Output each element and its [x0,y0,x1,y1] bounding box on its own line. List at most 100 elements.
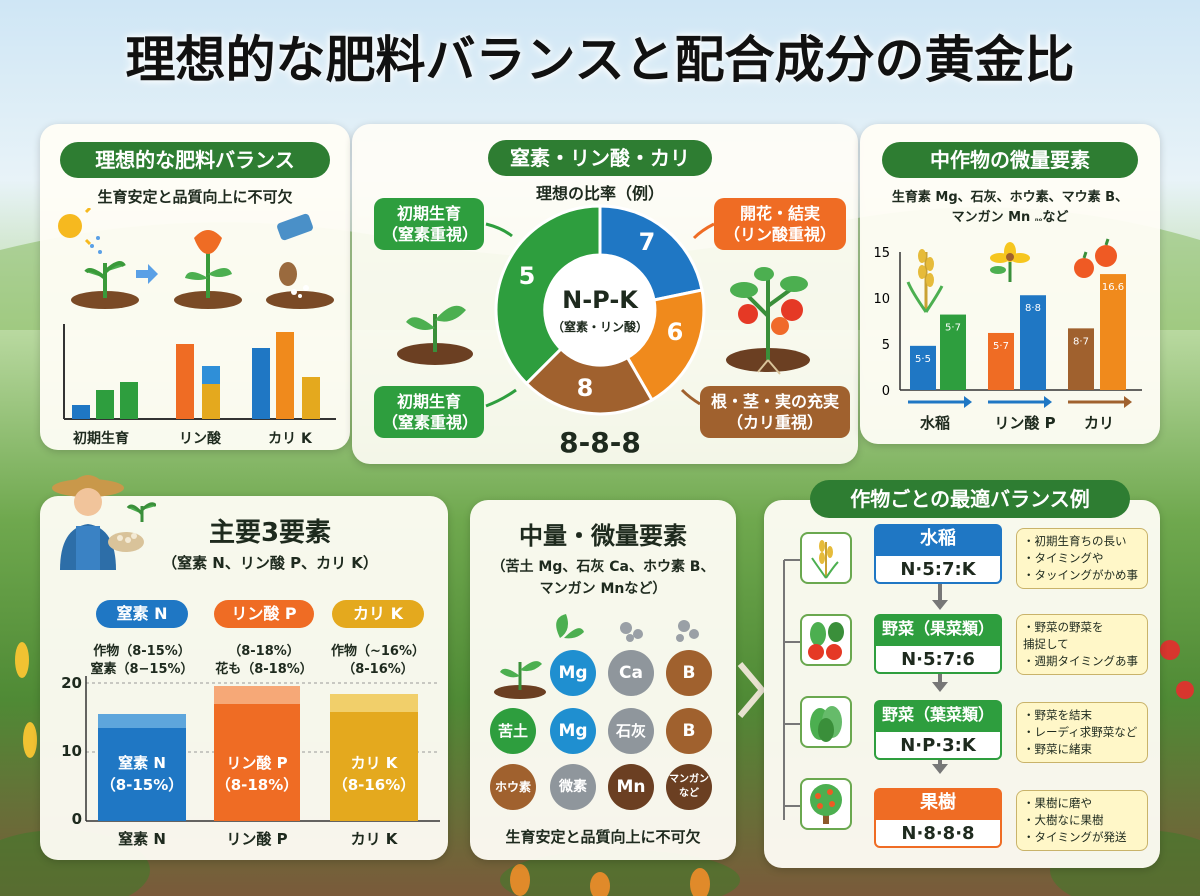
donut-value-k: 6 [666,318,684,346]
micro-xlabel-3: カリ [1083,414,1114,432]
callout-arrows [485,222,715,408]
flower-icon [990,242,1030,282]
main3-bar-chart [85,676,440,822]
micro-bar-label-5: 16.6 [1102,282,1124,293]
npk-ratio-label: 8-8-8 [559,426,641,459]
bar-k-1 [252,348,270,419]
ideal-bar-label-2: リン酸 [179,431,221,447]
page-title: 理想的な肥料バランスと配合成分の黄金比 [125,31,1075,89]
p-desc-1: （8-18%） [228,644,300,659]
npk-donut-chart [494,204,706,416]
chevron-right-icon [737,662,766,718]
bar-early-p [96,390,114,419]
elem-manganese: マンガン など [666,764,712,810]
bar-p [214,704,300,821]
sun-icon [58,208,92,246]
elem-mg-2: Mg [550,708,596,754]
bar-k-cap [330,694,418,712]
micro-bar-1 [940,314,966,390]
donut-slice-n [494,204,602,386]
ideal-balance-panel [40,124,350,450]
crop-name-leaf-veg: 野菜（葉菜類） [874,700,1002,730]
bar-k-label-2: （8-16%） [332,776,416,794]
micro-bar-label-2: 5·7 [993,341,1009,352]
rice-crop-icon [800,532,852,584]
micro-xlabel-1: 水稲 [919,414,950,432]
donut-value-brown: 8 [576,374,594,402]
sprout-icon [494,661,546,699]
crops-connectors [783,559,948,820]
callout-bottom-right: 根・茎・実の充実 （カリ重視） [700,386,850,438]
crop-name-rice: 水稲 [874,524,1002,554]
ideal-bar-label-3: カリ K [268,431,312,447]
n-desc-1: 作物（8-15%） [93,644,191,659]
n-desc-2: 窒素（8−15%） [90,662,194,677]
bar-p-3 [202,384,220,419]
main3-heading: 主要3要素 [208,518,332,548]
ideal-balance-subtitle: 生育安定と品質向上に不可欠 [97,188,293,206]
tag-k: カリ K [332,600,424,628]
bar-p-1 [176,344,194,419]
main3-ytick-10: 10 [61,742,82,760]
micro-bar-5 [1100,274,1126,390]
elem-biso: 微素 [550,764,596,810]
main3-xlabel-k: カリ K [350,830,398,848]
micro-footer: 生育安定と品質向上に不可欠 [505,828,701,846]
fruit-tree-icon [800,778,852,830]
crop-name-fruit-tree: 果樹 [874,788,1002,818]
ideal-balance-heading: 理想的な肥料バランス [60,142,330,178]
elem-b-1: B [666,650,712,696]
bar-p-cap [214,686,300,704]
bar-k-label-1: カリ K [350,754,398,772]
crop-ratio-fruit-veg: N·5:7:6 [874,644,1002,674]
leafy-vegetable-icon [800,696,852,748]
callout-top-right: 開花・結実 （リン酸重視） [714,198,846,250]
ideal-balance-bar-chart [63,324,336,420]
micro-chart-subtitle-1: 生育素 Mg、石灰、ホウ素、マウ素 B、 [891,190,1129,205]
micro-chart-subtitle-2: マンガン Mn ₙₒなど [951,210,1069,225]
micro-ytick-2: 5 [882,338,890,353]
crop-ratio-leaf-veg: N·P·3:K [874,730,1002,760]
ideal-bar-label-1: 初期生育 [73,431,129,447]
callout-top-left: 初期生育 （窒素重視） [374,198,484,250]
rice-icon [906,249,944,313]
k-desc-1: 作物（~16%） [330,644,425,659]
crop-notes-fruit-veg: ・野菜の野菜を 捕捉して ・週期タイミングあ事 [1016,614,1148,675]
main3-xlabel-n: 窒素 N [118,830,166,848]
main3-ytick-0: 0 [71,810,82,828]
elem-b-2: B [666,708,712,754]
tomato-plant-icon [726,267,810,375]
micro-ytick-1: 10 [873,292,890,307]
main3-subtitle: （窒素 N、リン酸 P、カリ K） [162,554,378,572]
npk-subtitle: 理想の比率（例） [535,184,664,203]
micro-bar-label-1: 5·7 [945,323,961,334]
p-desc-2: 花も（8-18%） [215,662,313,677]
bar-early-k [120,382,138,419]
micro-bar-label-3: 8·8 [1025,303,1041,314]
micro-bar-chart: 5·5 5·7 5·7 8·8 8·7 16.6 15 10 5 0 [873,238,1142,408]
micro-heading: 中量・微量要素 [519,522,687,550]
bar-k-2 [276,332,294,419]
elem-kudo: 苦土 [490,708,536,754]
crop-ratio-rice: N·5:7:K [874,554,1002,584]
crop-notes-leaf-veg: ・野菜を結末 ・レーディ求野菜など ・野菜に緒束 [1016,702,1148,763]
donut-value-p: 7 [638,228,656,256]
bar-p-2 [202,366,220,384]
donut-value-n: 5 [518,262,536,290]
fruit-icon [1074,238,1117,278]
bar-n-label-1: 窒素 N [118,754,166,772]
crop-ratio-fruit-tree: N·8·8·8 [874,818,1002,848]
micro-xlabel-2: リン酸 P [994,414,1056,432]
micro-bar-label-0: 5·5 [915,354,931,365]
micro-bar-4 [1068,328,1094,390]
elem-mn: Mn [608,764,654,810]
k-desc-2: （8-16%） [342,662,414,677]
micro-bar-3 [1020,295,1046,390]
micro-ytick-3: 0 [882,384,890,399]
vegetables-fruit-icon [800,614,852,666]
micro-decor-icons [556,614,699,642]
growth-stages-illustration [58,208,334,309]
crop-notes-rice: ・初期生育ちの長い ・タイミングや ・タッイングがかめ事 [1016,528,1148,589]
micro-subtitle-1: （苦土 Mg、石灰 Ca、ホウ素 B、 [491,559,715,575]
callout-bottom-left: 初期生育 （窒素重視） [374,386,484,438]
